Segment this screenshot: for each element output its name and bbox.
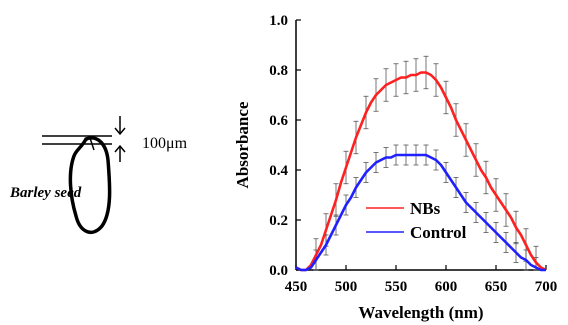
series-line-control bbox=[295, 153, 546, 272]
x-tick-label: 450 bbox=[285, 279, 308, 295]
scale-label: 100μm bbox=[142, 135, 188, 152]
x-tick-label: 550 bbox=[385, 279, 408, 295]
scale-arrowhead-top bbox=[114, 127, 126, 136]
x-tick-label: 600 bbox=[435, 279, 458, 295]
legend: NBs Control bbox=[366, 199, 467, 242]
plot-frame bbox=[295, 20, 546, 271]
y-ticks: 0.0 0.2 0.4 0.6 0.8 1.0 bbox=[269, 13, 301, 279]
seed-diagram: 100μm Barley seed bbox=[9, 116, 188, 235]
legend-label-nbs: NBs bbox=[410, 199, 441, 218]
chart: 0.0 0.2 0.4 0.6 0.8 1.0 450 500 550 600 650 700 Ab… bbox=[233, 13, 557, 322]
y-axis-title: Absorbance bbox=[233, 101, 252, 188]
y-tick-label: 0.6 bbox=[269, 113, 288, 129]
y-tick-label: 0.4 bbox=[269, 163, 288, 179]
seed-label: Barley seed bbox=[9, 185, 82, 201]
x-tick-label: 500 bbox=[335, 279, 358, 295]
series-lines bbox=[295, 71, 547, 272]
y-tick-label: 0.8 bbox=[269, 63, 288, 79]
seed-outline bbox=[68, 136, 112, 235]
legend-label-control: Control bbox=[410, 223, 467, 242]
y-tick-label: 1.0 bbox=[269, 13, 288, 29]
scale-arrowhead-bottom bbox=[114, 144, 126, 153]
y-tick-label: 0.0 bbox=[269, 263, 288, 279]
x-ticks: 450 500 550 600 650 700 bbox=[285, 265, 558, 295]
x-tick-label: 650 bbox=[485, 279, 508, 295]
series-line-nbs bbox=[295, 71, 547, 272]
seed-embryo-mark bbox=[83, 136, 95, 151]
x-tick-label: 700 bbox=[535, 279, 558, 295]
y-tick-label: 0.2 bbox=[269, 213, 288, 229]
x-axis-title: Wavelength (nm) bbox=[358, 303, 483, 322]
